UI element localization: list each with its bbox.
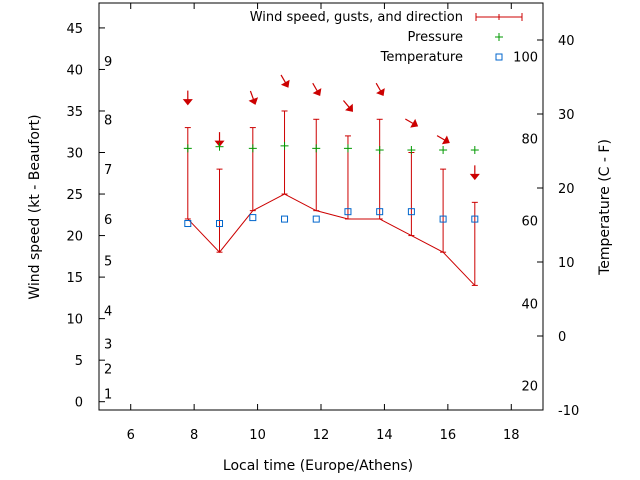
wind-direction-arrow [342, 100, 353, 112]
beaufort-label: 6 [104, 213, 112, 228]
y2-tick-label: -10 [558, 404, 579, 419]
wind-direction-arrow [248, 90, 259, 105]
beaufort-label: 9 [104, 55, 112, 70]
y-tick-label: 30 [66, 147, 83, 162]
wind-direction-arrow [469, 165, 480, 181]
arrow-shaft [280, 74, 287, 84]
arrow-shaft [436, 135, 446, 142]
y2-tick-label: 10 [558, 256, 575, 271]
y-tick-label: 5 [75, 354, 83, 369]
temperature-point [376, 208, 384, 216]
temperature-point [344, 208, 352, 216]
fahrenheit-label: 20 [521, 380, 538, 395]
arrow-head [182, 99, 193, 106]
y-tick-label: 10 [66, 313, 83, 328]
x-tick-label: 12 [313, 428, 330, 443]
arrow-head [248, 97, 259, 105]
y-tick-label: 15 [66, 271, 83, 286]
legend: Wind speed, gusts, and direction Pressur… [250, 10, 523, 65]
axis-ticks: 6 8 10 12 14 16 18051015202530354045-100102030… [66, 3, 579, 443]
beaufort-label: 5 [104, 254, 112, 269]
pressure-series [183, 141, 479, 155]
pressure-point [215, 142, 224, 151]
beaufort-label: 7 [104, 163, 112, 178]
temperature-point [249, 214, 257, 222]
wind-direction-arrow [375, 82, 385, 97]
wind-direction-arrow [405, 118, 419, 128]
legend-wind-label: Wind speed, gusts, and direction [250, 10, 463, 25]
pressure-point [407, 146, 416, 155]
arrow-head [441, 135, 450, 145]
pressure-point [312, 144, 321, 153]
x-tick-label: 16 [440, 428, 457, 443]
y-tick-label: 0 [75, 396, 83, 411]
arrow-head [376, 88, 385, 97]
wind-direction-arrow [182, 90, 193, 106]
arrow-shaft [312, 82, 319, 93]
x-tick-label: 8 [190, 428, 198, 443]
pressure-point [375, 146, 384, 155]
fahrenheit-label: 40 [521, 297, 538, 312]
x-axis-title: Local time (Europe/Athens) [223, 458, 413, 474]
arrow-shaft [342, 100, 351, 109]
temperature-point [216, 220, 224, 228]
beaufort-label: 1 [104, 387, 112, 402]
pressure-point [439, 146, 448, 155]
beaufort-label: 3 [104, 338, 112, 353]
arrow-head [469, 173, 480, 181]
fahrenheit-label: 80 [521, 132, 538, 147]
temperature-point [471, 215, 479, 223]
temperature-point [184, 220, 192, 228]
x-tick-label: 10 [249, 428, 266, 443]
arrow-shaft [375, 82, 382, 93]
legend-pressure-swatch [495, 33, 503, 41]
arrow-shaft [405, 118, 415, 125]
arrow-head [312, 88, 322, 97]
x-tick-label: 14 [376, 428, 393, 443]
temperature-point [281, 215, 289, 223]
y-tick-label: 45 [66, 22, 83, 37]
arrow-head [280, 79, 290, 88]
x-tick-label: 18 [503, 428, 520, 443]
y-tick-label: 40 [66, 63, 83, 78]
pressure-point [470, 146, 479, 155]
legend-temperature-label: Temperature [380, 50, 463, 65]
y2-tick-label: 30 [558, 108, 575, 123]
y2-tick-label: 0 [558, 330, 566, 345]
y2-tick-label: 40 [558, 34, 575, 49]
wind-direction-arrow [436, 135, 450, 145]
pressure-point [343, 144, 352, 153]
x-tick-label: 6 [127, 428, 135, 443]
legend-pressure-label: Pressure [407, 30, 463, 45]
y-tick-label: 25 [66, 188, 83, 203]
arrow-head [410, 118, 419, 128]
temperature-series [184, 208, 479, 228]
temperature-point [407, 208, 415, 216]
fahrenheit-label: 100 [513, 50, 538, 65]
beaufort-label: 4 [104, 304, 112, 319]
y-tick-label: 35 [66, 105, 83, 120]
wind-direction-arrow [280, 74, 290, 88]
y2-tick-label: 20 [558, 182, 575, 197]
fahrenheit-label: 60 [521, 215, 538, 230]
temperature-point [439, 215, 447, 223]
beaufort-label: 2 [104, 362, 112, 377]
wind-speed-line [187, 193, 476, 286]
pressure-point [183, 144, 192, 153]
pressure-point [248, 144, 257, 153]
temperature-point [312, 215, 320, 223]
wind-direction-arrow [312, 82, 322, 97]
y2-axis-title: Temperature (C - F) [597, 139, 613, 276]
y-tick-label: 20 [66, 230, 83, 245]
beaufort-label: 8 [104, 113, 112, 128]
pressure-point [280, 141, 289, 150]
arrow-shaft [249, 90, 255, 101]
y-axis-title: Wind speed (kt - Beaufort) [27, 114, 43, 299]
legend-temperature-swatch [495, 53, 503, 61]
arrow-head [345, 103, 353, 112]
